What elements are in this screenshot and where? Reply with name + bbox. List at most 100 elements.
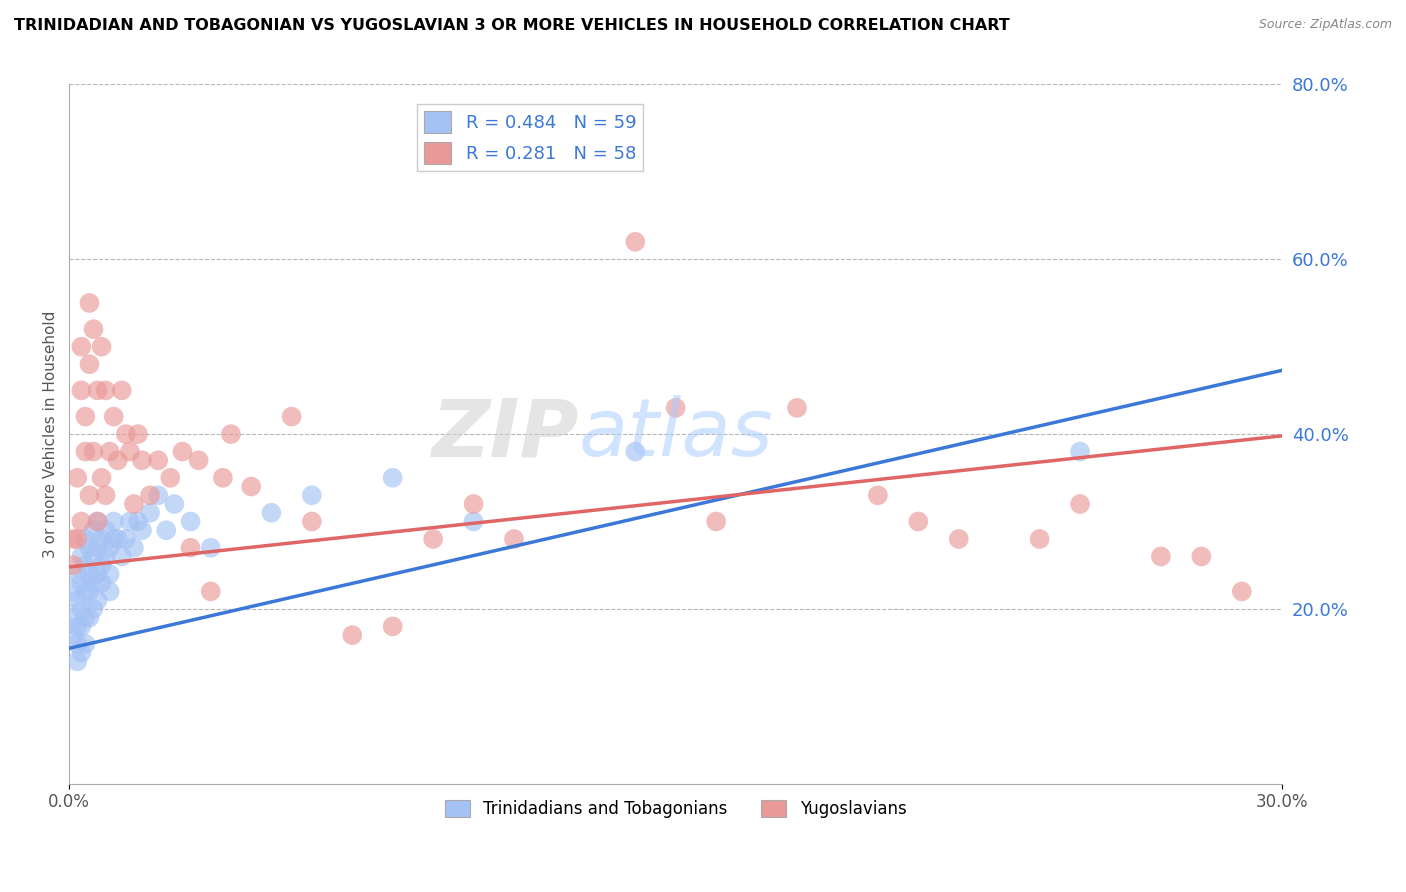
- Point: [98, 444, 121, 458]
- Point: [94, 549, 117, 564]
- Point: [62, 610, 84, 624]
- Point: [79, 566, 101, 581]
- Point: [139, 506, 162, 520]
- Point: [75, 558, 97, 573]
- Point: [62, 584, 84, 599]
- Text: Source: ZipAtlas.com: Source: ZipAtlas.com: [1258, 18, 1392, 31]
- Point: [90, 340, 112, 354]
- Point: [704, 515, 727, 529]
- Point: [1150, 549, 1173, 564]
- Point: [342, 628, 364, 642]
- Point: [94, 384, 117, 398]
- Point: [463, 515, 485, 529]
- Text: ZIP: ZIP: [432, 395, 579, 473]
- Point: [75, 584, 97, 599]
- Point: [180, 515, 202, 529]
- Text: atlas: atlas: [579, 395, 773, 473]
- Point: [122, 541, 145, 555]
- Point: [62, 558, 84, 573]
- Point: [301, 515, 323, 529]
- Point: [75, 637, 97, 651]
- Point: [82, 444, 104, 458]
- Point: [82, 602, 104, 616]
- Point: [260, 506, 283, 520]
- Point: [79, 488, 101, 502]
- Point: [66, 593, 89, 607]
- Point: [115, 427, 138, 442]
- Point: [90, 471, 112, 485]
- Point: [131, 453, 153, 467]
- Point: [111, 549, 134, 564]
- Point: [79, 610, 101, 624]
- Point: [240, 479, 263, 493]
- Point: [66, 654, 89, 668]
- Point: [127, 515, 149, 529]
- Point: [70, 515, 93, 529]
- Point: [66, 619, 89, 633]
- Point: [82, 523, 104, 537]
- Point: [139, 488, 162, 502]
- Point: [118, 515, 141, 529]
- Point: [1230, 584, 1253, 599]
- Point: [90, 558, 112, 573]
- Point: [200, 541, 222, 555]
- Point: [381, 619, 404, 633]
- Point: [422, 532, 444, 546]
- Point: [79, 584, 101, 599]
- Point: [66, 471, 89, 485]
- Point: [107, 532, 129, 546]
- Point: [624, 235, 647, 249]
- Point: [1069, 497, 1091, 511]
- Point: [381, 471, 404, 485]
- Point: [66, 532, 89, 546]
- Point: [118, 444, 141, 458]
- Point: [127, 427, 149, 442]
- Point: [103, 409, 125, 424]
- Point: [200, 584, 222, 599]
- Point: [98, 541, 121, 555]
- Point: [86, 593, 108, 607]
- Point: [86, 384, 108, 398]
- Point: [1189, 549, 1212, 564]
- Point: [172, 444, 194, 458]
- Point: [107, 453, 129, 467]
- Point: [62, 532, 84, 546]
- Y-axis label: 3 or more Vehicles in Household: 3 or more Vehicles in Household: [44, 310, 58, 558]
- Point: [148, 453, 170, 467]
- Point: [90, 532, 112, 546]
- Point: [79, 357, 101, 371]
- Point: [155, 523, 177, 537]
- Point: [66, 566, 89, 581]
- Point: [163, 497, 186, 511]
- Point: [122, 497, 145, 511]
- Point: [82, 549, 104, 564]
- Point: [70, 646, 93, 660]
- Point: [148, 488, 170, 502]
- Point: [103, 532, 125, 546]
- Point: [624, 444, 647, 458]
- Point: [98, 566, 121, 581]
- Point: [86, 566, 108, 581]
- Point: [70, 575, 93, 590]
- Point: [82, 322, 104, 336]
- Point: [70, 619, 93, 633]
- Point: [75, 409, 97, 424]
- Point: [62, 628, 84, 642]
- Point: [90, 575, 112, 590]
- Point: [70, 340, 93, 354]
- Point: [79, 541, 101, 555]
- Point: [75, 610, 97, 624]
- Point: [115, 532, 138, 546]
- Point: [70, 602, 93, 616]
- Point: [786, 401, 808, 415]
- Point: [82, 575, 104, 590]
- Point: [98, 584, 121, 599]
- Point: [79, 296, 101, 310]
- Point: [103, 515, 125, 529]
- Point: [1028, 532, 1050, 546]
- Point: [665, 401, 688, 415]
- Point: [301, 488, 323, 502]
- Point: [463, 497, 485, 511]
- Point: [131, 523, 153, 537]
- Point: [75, 444, 97, 458]
